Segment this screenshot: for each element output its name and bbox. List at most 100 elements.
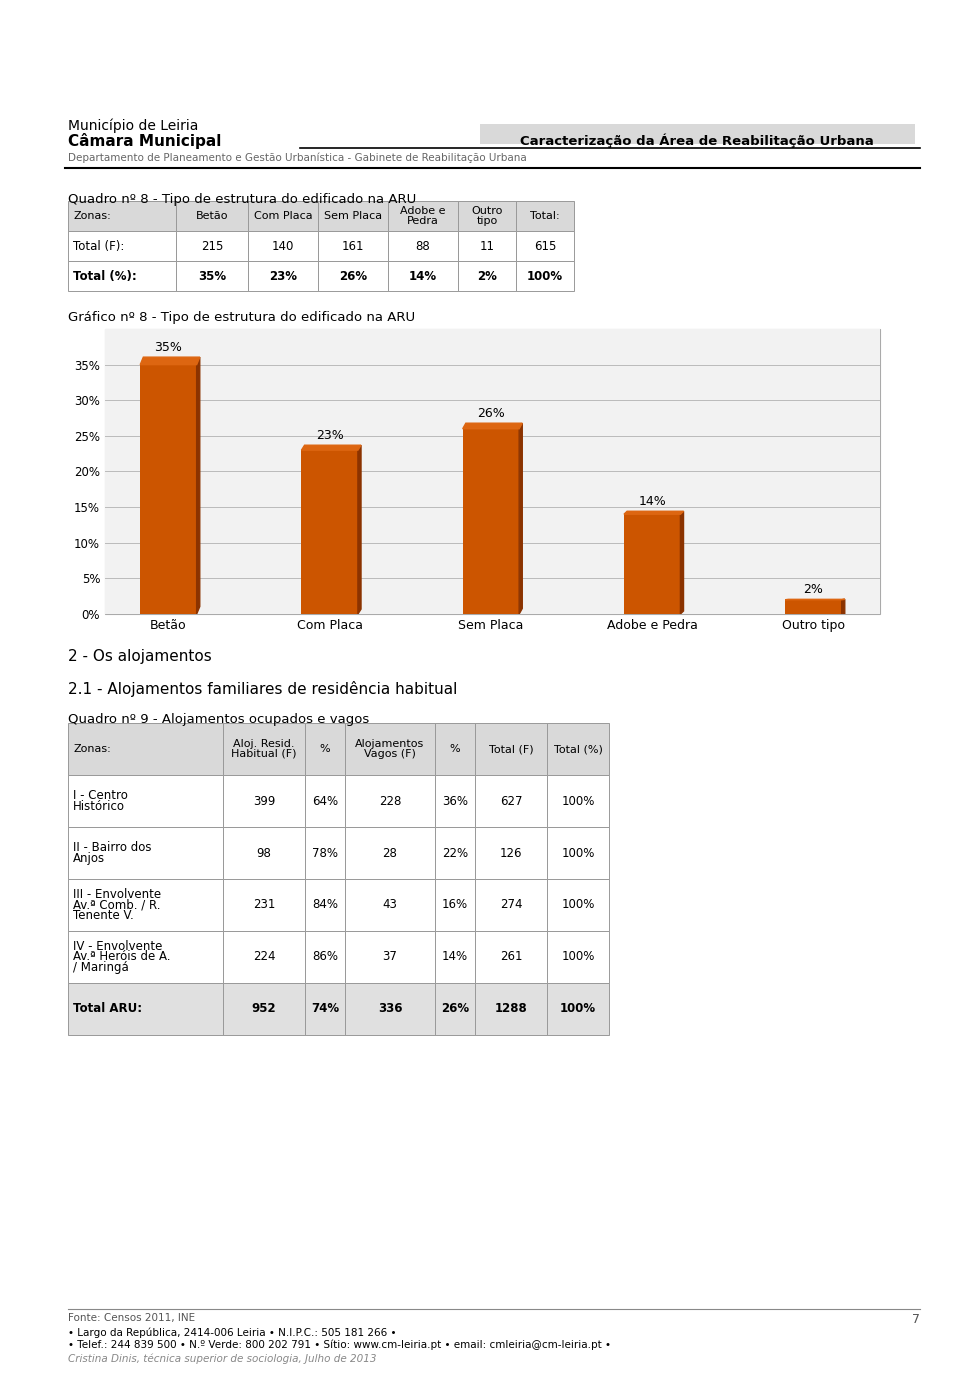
Text: I - Centro: I - Centro: [73, 789, 128, 803]
Text: 28: 28: [383, 847, 397, 860]
Text: Vagos (F): Vagos (F): [364, 749, 416, 759]
Text: 100%: 100%: [562, 795, 594, 807]
Text: Caracterização da Área de Reabilitação Urbana: Caracterização da Área de Reabilitação U…: [520, 133, 874, 148]
Polygon shape: [197, 357, 200, 614]
Polygon shape: [358, 445, 361, 614]
Text: 43: 43: [383, 898, 397, 912]
Bar: [475, 775, 547, 826]
Bar: [305, 775, 345, 826]
Text: • Telef.: 244 839 500 • N.º Verde: 800 202 791 • Sítio: www.cm-leiria.pt • email: • Telef.: 244 839 500 • N.º Verde: 800 2…: [68, 1341, 611, 1350]
Bar: [301, 451, 358, 614]
Bar: [345, 723, 435, 775]
Bar: [223, 879, 305, 931]
Text: 74%: 74%: [311, 1002, 339, 1016]
Text: 35%: 35%: [155, 340, 182, 354]
Bar: [105, 329, 880, 614]
Bar: [223, 775, 305, 826]
Bar: [475, 723, 547, 775]
Bar: [475, 983, 547, 1035]
Text: / Maringá: / Maringá: [73, 960, 129, 974]
Text: 36%: 36%: [442, 795, 468, 807]
Text: 64%: 64%: [312, 795, 338, 807]
Text: Pedra: Pedra: [407, 216, 439, 225]
Bar: [318, 261, 388, 292]
Text: 100%: 100%: [527, 269, 564, 282]
Text: Total (%): Total (%): [554, 744, 603, 755]
Bar: [547, 826, 609, 879]
Text: Total (F): Total (F): [489, 744, 534, 755]
Bar: [785, 600, 842, 614]
Text: 274: 274: [500, 898, 522, 912]
Text: 140: 140: [272, 239, 294, 253]
Polygon shape: [140, 357, 200, 365]
Bar: [547, 723, 609, 775]
Polygon shape: [301, 445, 361, 451]
Text: II - Bairro dos: II - Bairro dos: [73, 842, 152, 854]
Text: 100%: 100%: [562, 898, 594, 912]
Text: Alojamentos: Alojamentos: [355, 739, 424, 749]
Bar: [516, 200, 574, 231]
Polygon shape: [842, 600, 845, 614]
Bar: [516, 261, 574, 292]
Text: 26%: 26%: [477, 406, 505, 420]
Bar: [318, 231, 388, 261]
Bar: [68, 931, 223, 983]
Text: Zonas:: Zonas:: [73, 744, 110, 755]
Text: Quadro nº 8 - Tipo de estrutura do edificado na ARU: Quadro nº 8 - Tipo de estrutura do edifi…: [68, 193, 417, 206]
Text: 161: 161: [342, 239, 364, 253]
Bar: [345, 879, 435, 931]
Text: 615: 615: [534, 239, 556, 253]
Bar: [435, 983, 475, 1035]
Text: Aloj. Resid.: Aloj. Resid.: [233, 739, 295, 749]
Bar: [345, 983, 435, 1035]
Text: 1288: 1288: [494, 1002, 527, 1016]
Bar: [458, 261, 516, 292]
Text: 215: 215: [201, 239, 223, 253]
Text: Gráfico nº 8 - Tipo de estrutura do edificado na ARU: Gráfico nº 8 - Tipo de estrutura do edif…: [68, 311, 415, 323]
Text: 23%: 23%: [269, 269, 297, 282]
Text: 7: 7: [912, 1313, 920, 1325]
Bar: [435, 879, 475, 931]
Text: Quadro nº 9 - Alojamentos ocupados e vagos: Quadro nº 9 - Alojamentos ocupados e vag…: [68, 713, 370, 726]
Bar: [68, 879, 223, 931]
Text: Total:: Total:: [530, 211, 560, 221]
Bar: [68, 231, 176, 261]
Bar: [68, 723, 223, 775]
Text: Sem Placa: Sem Placa: [324, 211, 382, 221]
Bar: [388, 200, 458, 231]
Bar: [305, 983, 345, 1035]
Text: 26%: 26%: [441, 1002, 469, 1016]
Text: 11: 11: [479, 239, 494, 253]
Text: 126: 126: [500, 847, 522, 860]
Text: Tenente V.: Tenente V.: [73, 909, 133, 922]
Bar: [305, 879, 345, 931]
Text: Habitual (F): Habitual (F): [231, 749, 297, 759]
Text: 2%: 2%: [477, 269, 497, 282]
Text: 261: 261: [500, 951, 522, 963]
Text: 23%: 23%: [316, 428, 344, 442]
Bar: [624, 514, 681, 614]
Bar: [435, 826, 475, 879]
Bar: [547, 983, 609, 1035]
Bar: [68, 775, 223, 826]
Text: Departamento de Planeamento e Gestão Urbanística - Gabinete de Reabilitação Urba: Departamento de Planeamento e Gestão Urb…: [68, 152, 527, 163]
Text: 84%: 84%: [312, 898, 338, 912]
Bar: [475, 879, 547, 931]
Text: 78%: 78%: [312, 847, 338, 860]
Text: 2.1 - Alojamentos familiares de residência habitual: 2.1 - Alojamentos familiares de residênc…: [68, 681, 457, 697]
Text: 2 - Os alojamentos: 2 - Os alojamentos: [68, 650, 212, 663]
Bar: [458, 200, 516, 231]
Text: Av.ª Heróis de A.: Av.ª Heróis de A.: [73, 951, 171, 963]
Text: Com Placa: Com Placa: [253, 211, 312, 221]
Text: 35%: 35%: [198, 269, 226, 282]
Bar: [248, 200, 318, 231]
Bar: [68, 826, 223, 879]
Bar: [318, 200, 388, 231]
Bar: [435, 931, 475, 983]
Bar: [176, 231, 248, 261]
Bar: [475, 826, 547, 879]
Bar: [475, 931, 547, 983]
Text: 14%: 14%: [442, 951, 468, 963]
Text: 627: 627: [500, 795, 522, 807]
Bar: [516, 231, 574, 261]
